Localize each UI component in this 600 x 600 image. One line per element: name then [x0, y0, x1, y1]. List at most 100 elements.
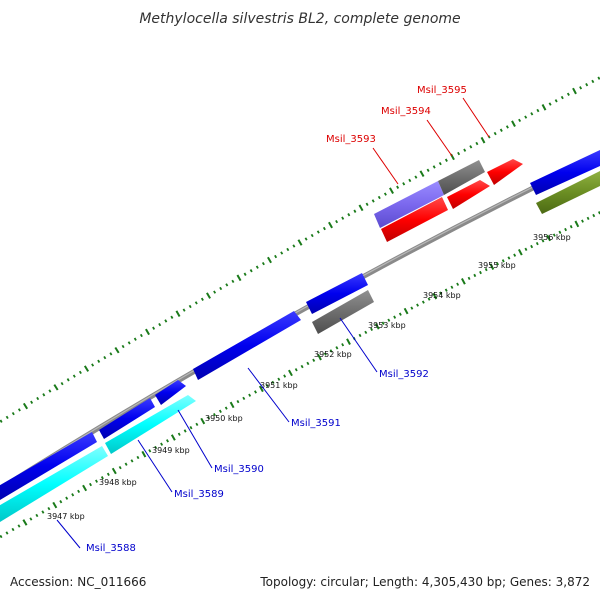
minor-tick: [381, 321, 385, 325]
major-tick: [511, 120, 516, 127]
gene-arrow-red-bottom-right[interactable]: [447, 180, 490, 209]
minor-tick: [341, 216, 345, 220]
minor-tick: [469, 145, 473, 149]
minor-tick: [402, 182, 406, 186]
minor-tick: [535, 242, 539, 246]
minor-tick: [398, 312, 402, 316]
minor-tick: [499, 128, 503, 132]
minor-tick: [496, 262, 499, 266]
gene-arrow-cyan-left[interactable]: [0, 446, 108, 522]
minor-tick: [421, 300, 425, 304]
minor-tick: [71, 493, 75, 497]
gene-arrow-red-bottom-left[interactable]: [381, 197, 448, 242]
minor-tick: [30, 400, 34, 404]
minor-tick: [569, 225, 573, 229]
minor-tick: [118, 465, 122, 470]
major-tick: [518, 248, 523, 256]
gene-arrow-grey-mid[interactable]: [312, 290, 374, 334]
minor-tick: [170, 315, 174, 319]
minor-tick: [35, 513, 39, 518]
minor-tick: [261, 261, 265, 266]
minor-tick: [310, 233, 314, 238]
ruler-label: 3947 kbp: [47, 512, 85, 521]
minor-tick: [292, 244, 296, 248]
minor-tick: [91, 363, 95, 367]
gene-label-msil-3594[interactable]: Msil_3594: [381, 106, 431, 117]
minor-tick: [77, 489, 81, 494]
gene-arrow-purple[interactable]: [374, 181, 444, 228]
gene-label-msil-3595[interactable]: Msil_3595: [417, 85, 467, 96]
minor-tick: [427, 297, 431, 301]
minor-tick: [463, 148, 467, 152]
minor-tick: [564, 227, 568, 232]
major-tick: [111, 467, 117, 475]
major-tick: [258, 385, 264, 393]
minor-tick: [182, 308, 186, 312]
minor-tick: [335, 219, 339, 224]
major-tick: [22, 519, 28, 526]
major-tick: [22, 402, 29, 410]
gene-arrow-msil-3592-fwd[interactable]: [306, 273, 368, 314]
minor-tick: [136, 455, 140, 460]
minor-tick: [78, 370, 82, 375]
gene-arrow-olive[interactable]: [536, 171, 600, 214]
minor-tick: [103, 355, 107, 360]
gene-label-msil-3590[interactable]: Msil_3590: [214, 464, 264, 475]
minor-tick: [154, 445, 158, 450]
gene-label-msil-3592[interactable]: Msil_3592: [379, 369, 429, 380]
minor-tick: [304, 237, 308, 241]
minor-tick: [277, 377, 281, 381]
gene-label-msil-3591[interactable]: Msil_3591: [291, 418, 341, 429]
minor-tick: [95, 479, 98, 483]
minor-tick: [248, 393, 252, 397]
minor-tick: [11, 411, 15, 416]
ruler-label: 3956 kbp: [533, 233, 571, 242]
minor-tick: [188, 304, 192, 309]
gene-arrow-msil-3589-fwd[interactable]: [99, 398, 155, 439]
minor-tick: [160, 442, 164, 446]
gene-arrow-grey-top[interactable]: [438, 160, 485, 195]
major-tick: [574, 220, 580, 228]
minor-tick: [530, 112, 534, 116]
minor-tick: [152, 326, 156, 330]
major-tick: [200, 417, 206, 425]
minor-tick: [552, 233, 556, 237]
gene-label-msil-3593[interactable]: Msil_3593: [326, 134, 376, 145]
gene-arrow-red-top[interactable]: [487, 159, 523, 185]
gene-arrow-msil-3591-fwd[interactable]: [193, 311, 301, 380]
minor-tick: [280, 251, 284, 255]
minor-tick: [438, 161, 442, 166]
minor-tick: [524, 115, 528, 119]
minor-tick: [231, 279, 235, 284]
gene-arrow-blue-right[interactable]: [530, 150, 600, 195]
minor-tick: [65, 496, 69, 500]
minor-tick: [479, 270, 482, 275]
minor-tick: [207, 416, 211, 420]
leader-msil-3593: [372, 147, 399, 185]
minor-tick: [432, 165, 436, 169]
minor-tick: [97, 359, 101, 363]
minor-tick: [0, 419, 3, 423]
genome-summary-text: Topology: circular; Length: 4,305,430 bp…: [259, 575, 590, 589]
major-tick: [145, 328, 150, 336]
minor-tick: [467, 276, 471, 280]
inner-tick-ring: [0, 211, 600, 539]
gene-arrow-cyan-right[interactable]: [105, 395, 196, 454]
minor-tick: [456, 282, 460, 286]
minor-tick: [109, 352, 113, 356]
major-tick: [206, 292, 211, 299]
ruler-label: 3953 kbp: [368, 321, 406, 330]
minor-tick: [294, 368, 298, 372]
gene-arrow-msil-3588-fwd[interactable]: [0, 432, 97, 500]
minor-tick: [265, 383, 269, 388]
minor-tick: [536, 108, 540, 113]
ruler-label: 3955 kbp: [478, 261, 516, 270]
gene-label-msil-3589[interactable]: Msil_3589: [174, 489, 224, 500]
major-tick: [170, 434, 176, 441]
minor-tick: [597, 76, 600, 80]
minor-tick: [72, 374, 76, 378]
minor-tick: [17, 408, 21, 412]
gene-label-msil-3588[interactable]: Msil_3588: [86, 543, 136, 554]
gene-arrow-msil-3590-fwd[interactable]: [155, 380, 186, 405]
minor-tick: [5, 531, 9, 535]
